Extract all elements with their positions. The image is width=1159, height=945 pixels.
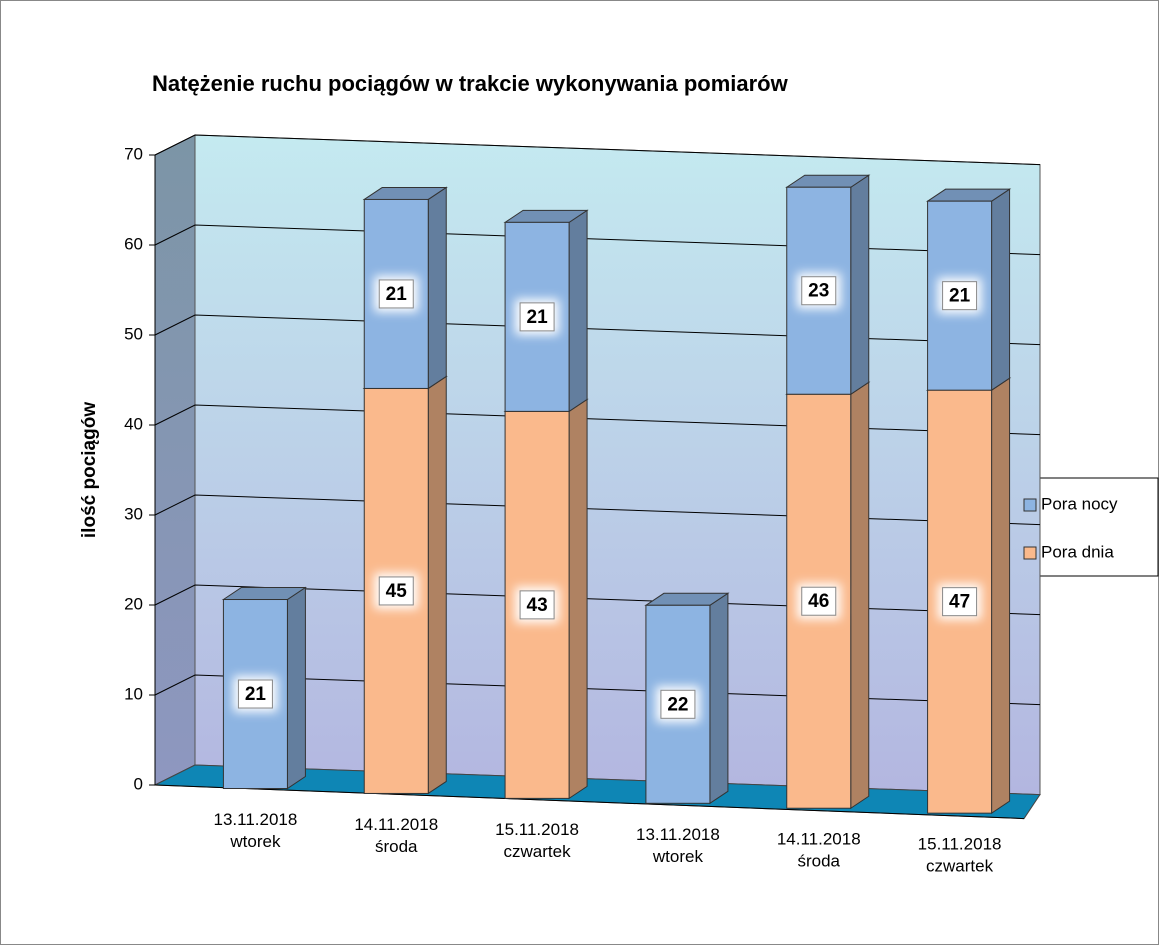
- grid-line: [154, 674, 1041, 706]
- x-tick-label: wtorek: [652, 847, 704, 866]
- y-tick-label: 60: [124, 234, 143, 253]
- y-tick-label: 0: [134, 774, 143, 793]
- x-tick-label: 14.11.2018: [777, 830, 861, 849]
- back-wall: [194, 134, 1041, 796]
- grid-line: [154, 134, 1041, 166]
- grid-line: [154, 404, 1041, 436]
- y-tick-label: 20: [124, 594, 143, 613]
- value-label-box: [519, 302, 555, 332]
- value-label: 43: [527, 595, 548, 616]
- grid-line: [154, 224, 1041, 256]
- x-tick-label: czwartek: [926, 857, 994, 876]
- value-label-box: [942, 281, 978, 311]
- x-tick-label: 13.11.2018: [214, 810, 298, 829]
- value-label: 22: [667, 694, 688, 715]
- y-tick-label: 50: [124, 324, 143, 343]
- value-label-box: [378, 279, 414, 309]
- x-tick-label: 14.11.2018: [354, 815, 438, 834]
- value-label: 21: [386, 284, 408, 305]
- grid-line: [154, 494, 1041, 526]
- legend-swatch: [1023, 498, 1037, 512]
- bar-side: [568, 398, 588, 800]
- grid-line: [154, 584, 1041, 616]
- bar-side: [427, 186, 447, 390]
- value-label-box: [801, 276, 837, 306]
- x-tick-label: środa: [375, 837, 418, 856]
- value-label: 23: [808, 281, 829, 302]
- grid-line: [154, 314, 1041, 346]
- x-tick-label: środa: [797, 852, 840, 871]
- value-label: 21: [949, 286, 971, 307]
- bar-side: [850, 174, 870, 396]
- y-tick-label: 30: [124, 504, 143, 523]
- value-label-box: [519, 590, 555, 620]
- value-label-box: [801, 586, 837, 616]
- x-tick-label: wtorek: [229, 832, 281, 851]
- side-wall: [154, 134, 196, 786]
- legend-swatch: [1023, 546, 1037, 560]
- bar-side: [991, 377, 1011, 815]
- value-label: 21: [245, 684, 267, 705]
- y-tick-label: 40: [124, 414, 143, 433]
- chart-title: Natężenie ruchu pociągów w trakcie wykon…: [152, 71, 789, 96]
- x-tick-label: 13.11.2018: [636, 825, 720, 844]
- bar-side: [991, 188, 1011, 392]
- value-label: 21: [527, 307, 549, 328]
- legend-label: Pora dnia: [1041, 542, 1114, 561]
- x-tick-label: 15.11.2018: [918, 835, 1002, 854]
- value-label-box: [660, 689, 696, 719]
- bar-side: [709, 592, 729, 805]
- x-axis: [154, 784, 1025, 820]
- bar-side: [286, 586, 306, 790]
- value-label-box: [237, 679, 273, 709]
- value-label: 46: [808, 591, 829, 612]
- y-tick-label: 70: [124, 144, 143, 163]
- value-label-box: [942, 587, 978, 617]
- value-label: 47: [949, 592, 970, 613]
- legend-label: Pora nocy: [1041, 494, 1118, 513]
- y-axis-label: ilość pociągów: [79, 402, 100, 538]
- bar-side: [427, 375, 447, 795]
- y-tick-label: 10: [124, 684, 143, 703]
- value-label: 45: [386, 581, 408, 602]
- bar-side: [850, 381, 870, 810]
- bar-side: [568, 209, 588, 413]
- x-tick-label: czwartek: [504, 842, 572, 861]
- x-tick-label: 15.11.2018: [495, 820, 579, 839]
- value-label-box: [378, 576, 414, 606]
